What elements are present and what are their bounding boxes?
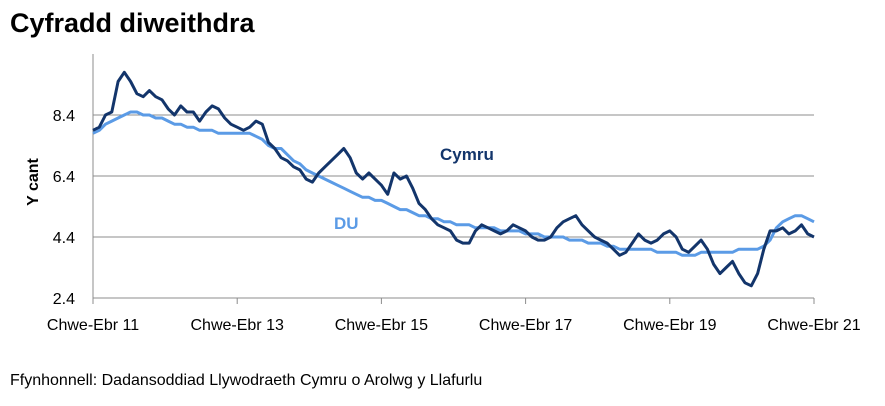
y-tick-labels: 2.4 4.4 6.4 8.4	[53, 108, 75, 308]
x-tick-label: Chwe-Ebr 15	[335, 317, 428, 334]
y-tick-label: 4.4	[53, 230, 75, 247]
x-tick-labels: Chwe-Ebr 11 Chwe-Ebr 13 Chwe-Ebr 15 Chwe-Eb…	[47, 298, 861, 334]
y-tick-label: 2.4	[53, 291, 75, 308]
gridlines	[93, 114, 814, 299]
x-tick-label: Chwe-Ebr 13	[191, 317, 284, 334]
chart-title: Cyfradd diweithdra	[10, 8, 255, 38]
x-tick-label: Chwe-Ebr 19	[623, 317, 716, 334]
source-note: Ffynhonnell: Dadansoddiad Llywodraeth Cy…	[10, 372, 483, 389]
y-axis-label: Y cant	[25, 157, 42, 205]
series-label-du: DU	[334, 214, 359, 233]
series-label-cymru: Cymru	[440, 145, 494, 164]
axes	[92, 54, 814, 299]
x-tick-label: Chwe-Ebr 17	[479, 317, 572, 334]
y-tick-label: 8.4	[53, 108, 75, 125]
y-tick-label: 6.4	[53, 169, 75, 186]
series-lines	[92, 70, 815, 288]
series-line-cymru	[92, 70, 815, 288]
x-tick-label: Chwe-Ebr 21	[767, 317, 860, 334]
series-line-du	[92, 110, 815, 257]
x-tick-label: Chwe-Ebr 11	[47, 317, 139, 334]
